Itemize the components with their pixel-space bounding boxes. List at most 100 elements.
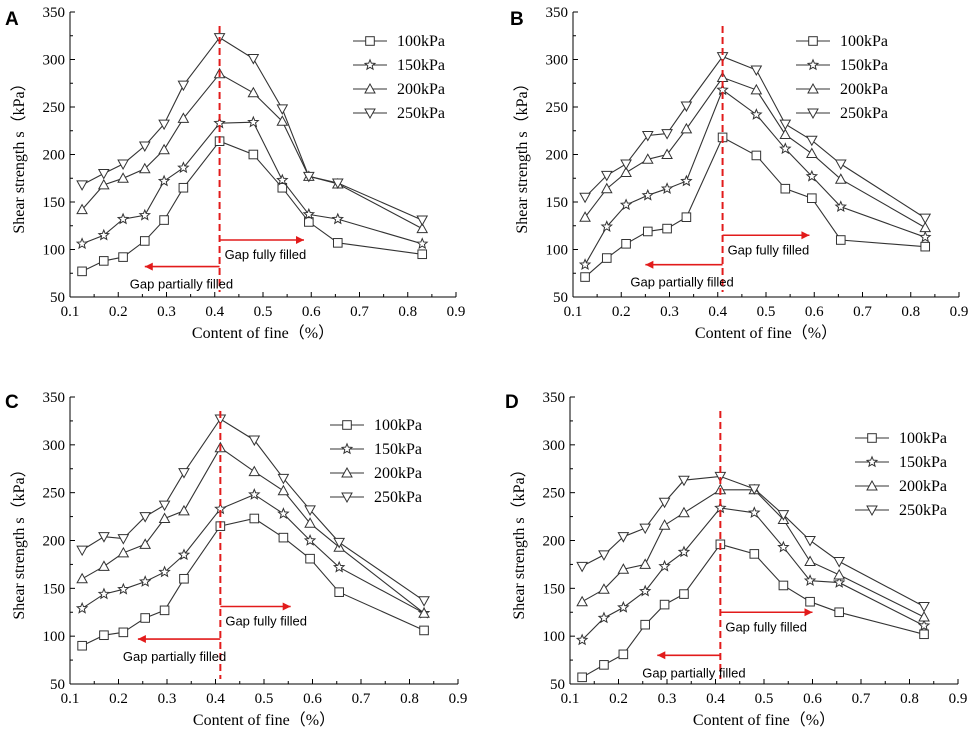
x-tick-label: 0.5 <box>254 304 273 320</box>
series-line-250kpa <box>581 475 925 607</box>
x-tick-label: 0.1 <box>564 304 583 320</box>
legend-label: 100kPa <box>374 417 422 434</box>
data-point-200kpa <box>639 558 652 569</box>
data-point-250kpa <box>620 159 632 171</box>
legend-marker <box>364 108 376 120</box>
data-point-100kpa <box>278 532 289 543</box>
data-point-150kpa <box>834 200 847 213</box>
x-tick-label: 0.3 <box>157 304 176 320</box>
data-point-100kpa <box>77 266 87 277</box>
data-point-100kpa <box>334 587 344 597</box>
y-axis-title: Shear strength s（kPa） <box>510 461 528 619</box>
annotation-arrow-head <box>657 651 666 660</box>
data-point-250kpa <box>277 473 290 485</box>
data-point-100kpa <box>179 573 189 584</box>
x-tick-label: 0.1 <box>561 691 580 707</box>
data-point-100kpa <box>919 629 929 640</box>
data-point-200kpa <box>158 143 170 155</box>
data-point-150kpa <box>832 576 846 588</box>
data-point-150kpa <box>416 237 429 250</box>
data-point-200kpa <box>779 128 792 140</box>
data-point-100kpa <box>178 182 189 193</box>
data-point-250kpa <box>333 537 346 549</box>
data-point-200kpa <box>117 172 129 183</box>
data-point-100kpa <box>417 249 428 260</box>
x-tick-label: 0.3 <box>658 691 677 707</box>
data-point-150kpa <box>619 198 633 211</box>
data-point-100kpa <box>99 630 109 641</box>
data-point-250kpa <box>304 505 316 516</box>
data-point-100kpa <box>780 183 791 194</box>
x-tick-label: 0.5 <box>255 691 274 707</box>
legend-marker <box>866 505 878 517</box>
y-tick-label: 100 <box>546 243 569 259</box>
x-axis-title: Content of fine（%） <box>192 324 334 342</box>
data-point-200kpa <box>576 595 588 607</box>
y-tick-label: 200 <box>43 148 66 164</box>
panel-a: A 50 100 150 200 250 300 350 0.1 0.2 0.3 0.4 0.5 0.6 0… <box>5 5 465 342</box>
annotation-gap-fully-filled: Gap fully filled <box>225 614 307 629</box>
y-tick-label: 100 <box>543 629 566 645</box>
data-point-250kpa <box>834 159 847 171</box>
y-tick-label: 50 <box>550 677 565 693</box>
data-point-150kpa <box>75 601 89 614</box>
data-point-250kpa <box>158 119 170 131</box>
data-point-100kpa <box>681 212 692 222</box>
series-line-150kpa <box>81 493 425 614</box>
data-point-100kpa <box>601 253 612 263</box>
data-point-150kpa <box>303 533 317 546</box>
data-point-250kpa <box>302 171 315 183</box>
x-tick-label: 0.1 <box>61 691 80 707</box>
panel-letter: B <box>510 9 524 30</box>
legend-label: 100kPa <box>397 33 445 50</box>
data-point-100kpa <box>577 672 587 683</box>
data-point-150kpa <box>578 258 592 270</box>
x-tick-label: 0.8 <box>901 304 920 320</box>
annotation-gap-partially-filled: Gap partially filled <box>630 275 733 290</box>
data-point-200kpa <box>919 221 932 233</box>
data-point-150kpa <box>641 188 654 201</box>
y-tick-label: 150 <box>546 195 569 211</box>
x-axis-title: Content of fine（%） <box>193 711 335 729</box>
data-point-250kpa <box>804 536 816 547</box>
data-point-100kpa <box>621 239 631 249</box>
data-point-150kpa <box>247 115 260 128</box>
y-tick-label: 200 <box>546 148 569 164</box>
x-tick-label: 0.7 <box>852 691 871 707</box>
x-axis-title: Content of fine（%） <box>693 711 835 729</box>
annotation-arrow-head <box>801 231 810 240</box>
data-point-200kpa <box>658 519 671 530</box>
x-tick-label: 0.9 <box>949 691 968 707</box>
data-point-250kpa <box>117 534 130 545</box>
data-point-250kpa <box>98 532 110 543</box>
data-point-200kpa <box>600 182 613 194</box>
panel-letter: A <box>5 9 19 30</box>
data-point-250kpa <box>779 119 792 131</box>
data-point-100kpa <box>419 625 429 636</box>
data-point-200kpa <box>117 546 130 558</box>
series-line-150kpa <box>81 121 423 245</box>
x-tick-label: 0.6 <box>803 691 822 707</box>
x-tick-label: 0.3 <box>660 304 679 320</box>
data-point-150kpa <box>97 587 111 600</box>
data-point-200kpa <box>277 484 290 496</box>
data-point-150kpa <box>779 142 792 155</box>
data-point-100kpa <box>249 513 260 524</box>
panel-d: D 50 100 150 200 250 300 350 0.1 0.2 0.3 0.4 0.5 0.6 0… <box>505 390 967 729</box>
data-point-150kpa <box>276 173 289 186</box>
data-point-100kpa <box>140 613 150 623</box>
data-point-100kpa <box>248 149 259 160</box>
data-point-250kpa <box>658 497 671 509</box>
data-point-100kpa <box>159 605 170 616</box>
x-tick-label: 0.9 <box>449 691 468 707</box>
y-tick-label: 250 <box>43 486 66 502</box>
y-tick-label: 250 <box>43 100 66 116</box>
data-point-250kpa <box>276 104 289 115</box>
legend-marker <box>808 36 818 46</box>
data-point-250kpa <box>919 213 932 225</box>
data-point-150kpa <box>575 633 589 646</box>
legend-label: 200kPa <box>374 465 422 482</box>
y-tick-label: 350 <box>543 390 566 406</box>
data-point-250kpa <box>576 561 588 573</box>
panel-letter: D <box>505 392 519 413</box>
